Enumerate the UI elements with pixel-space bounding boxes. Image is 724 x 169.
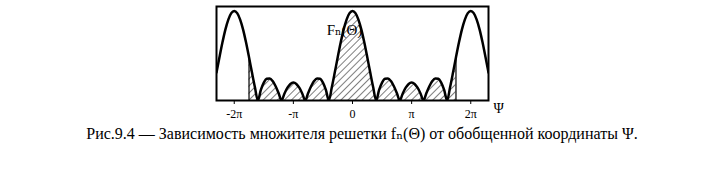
svg-text:-2π: -2π	[226, 107, 242, 120]
svg-text:π: π	[409, 107, 415, 120]
svg-text:Ψ: Ψ	[494, 101, 505, 116]
svg-text:-π: -π	[288, 107, 298, 120]
svg-text:Fₙ(Θ): Fₙ(Θ)	[327, 22, 363, 39]
svg-text:0: 0	[350, 107, 356, 120]
html-text:Рис.9.4 — Зависимость множител: Рис.9.4 — Зависимость множителя решетки …	[86, 125, 638, 142]
svg-text:2π: 2π	[465, 107, 477, 120]
